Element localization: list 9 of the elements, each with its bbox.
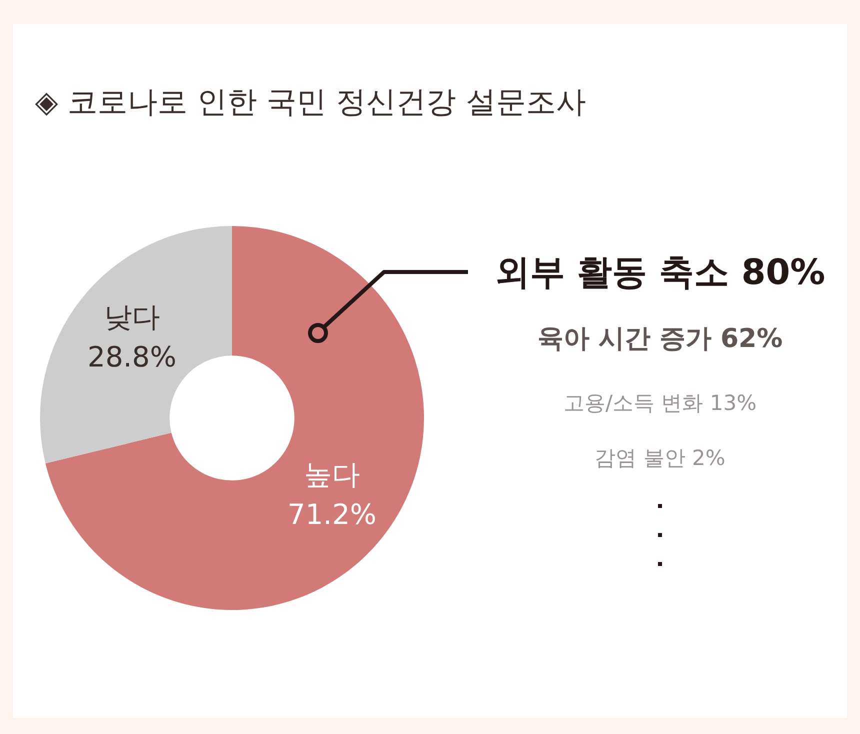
text: 외부 활동 축소 80% [494, 252, 826, 295]
text: 고용/소득 변화 13% [562, 390, 758, 417]
slice-label: 낮다 [104, 300, 160, 334]
slice-label: 높다 [304, 458, 360, 491]
text: 육아 시간 증가 62% [536, 323, 784, 356]
data-label: 28.8% [88, 340, 176, 374]
text: 감염 불안 2% [594, 445, 726, 472]
chart-title: ◈ 코로나로 인한 국민 정신건강 설문조사 [35, 84, 586, 122]
data-label: 71.2% [288, 498, 376, 531]
